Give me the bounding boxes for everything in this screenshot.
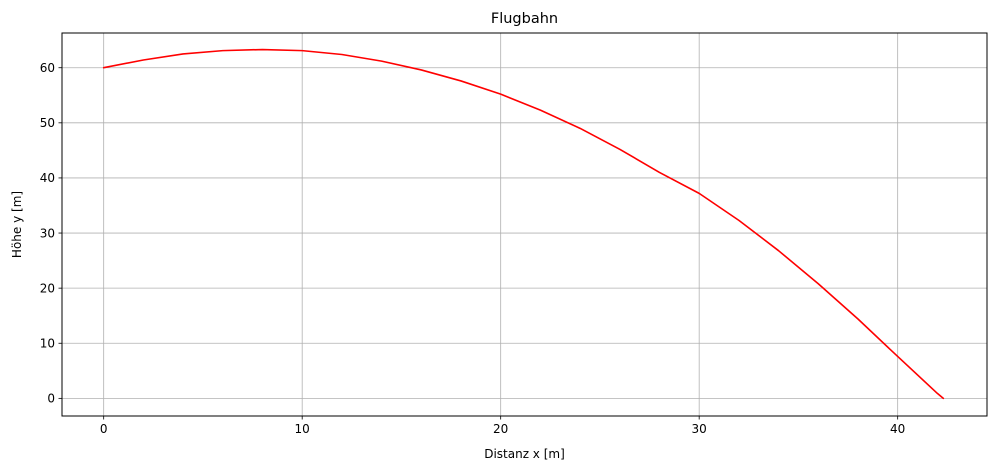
y-tick-label: 20	[40, 281, 55, 295]
x-gridlines	[103, 33, 899, 416]
y-axis-ticks: 0 10 20 30 40 50 60	[40, 61, 62, 406]
y-tick-label: 0	[47, 392, 55, 406]
x-tick-label: 10	[295, 422, 310, 436]
plot-frame	[61, 32, 988, 417]
y-tick-label: 60	[40, 61, 55, 75]
chart-title: Flugbahn	[491, 11, 558, 27]
trajectory-line	[102, 48, 945, 400]
plot-area	[62, 33, 987, 416]
y-tick-label: 50	[40, 116, 55, 130]
y-gridlines	[62, 67, 987, 399]
x-tick-label: 20	[493, 422, 508, 436]
x-axis-label: Distanz x [m]	[484, 447, 565, 461]
y-axis-label: Höhe y [m]	[10, 191, 24, 258]
y-tick-label: 10	[40, 337, 55, 351]
y-tick-label: 40	[40, 171, 55, 185]
x-tick-label: 30	[692, 422, 707, 436]
x-axis-ticks: 0 10 20 30 40	[100, 416, 905, 436]
series-layer	[102, 48, 945, 400]
x-tick-label: 0	[100, 422, 108, 436]
x-tick-label: 40	[890, 422, 905, 436]
y-tick-label: 30	[40, 226, 55, 240]
